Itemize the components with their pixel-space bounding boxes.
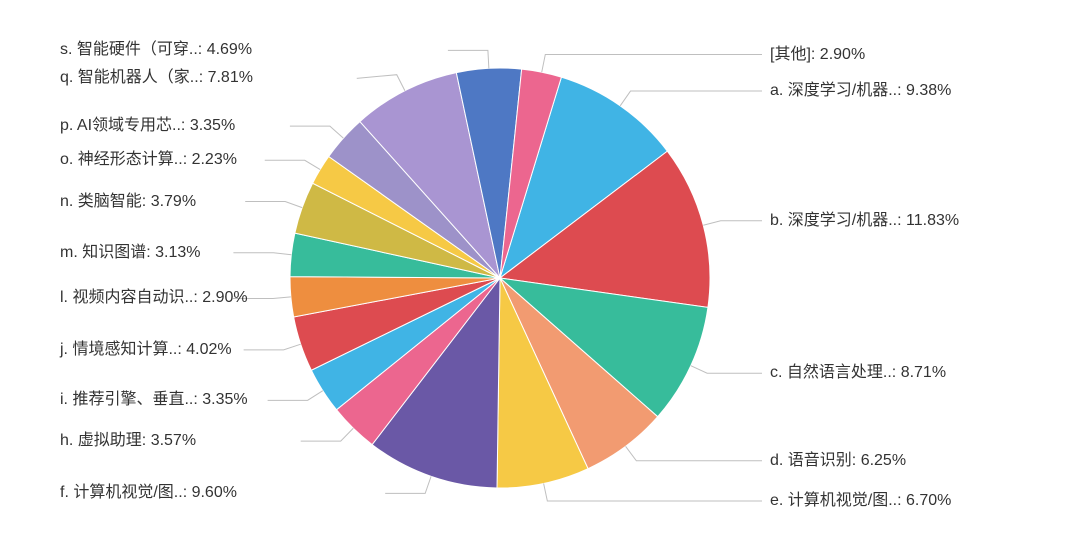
leader-line: [301, 428, 354, 441]
slice-label-f: f. 计算机视觉/图..: 9.60%: [60, 483, 385, 502]
leader-line: [542, 55, 762, 73]
leader-line: [268, 391, 323, 401]
slice-label-l: l. 视频内容自动识..: 2.90%: [60, 288, 233, 307]
slice-label-s: s. 智能硬件（可穿..: 4.69%: [60, 40, 448, 59]
slice-label-b: b. 深度学习/机器..: 11.83%: [770, 211, 959, 230]
leader-line: [265, 160, 320, 169]
slice-label-value: : 3.57%: [142, 432, 196, 449]
slice-label-q: q. 智能机器人（家..: 7.81%: [60, 68, 357, 87]
leader-line: [691, 366, 762, 374]
slice-label-value: : 3.35%: [181, 117, 235, 134]
leader-line: [245, 202, 302, 208]
slice-label-text: a. 深度学习/机器..: [770, 82, 897, 99]
slice-label-n: n. 类脑智能: 3.79%: [60, 192, 245, 211]
slice-label-c: c. 自然语言处理..: 8.71%: [770, 363, 946, 382]
leader-line: [290, 126, 343, 138]
slice-label-value: : 3.35%: [193, 391, 247, 408]
slice-label-text: j. 情境感知计算..: [60, 341, 177, 358]
slice-label-value: : 2.23%: [183, 151, 237, 168]
leader-line: [703, 221, 762, 226]
slice-label-text: q. 智能机器人（家..: [60, 69, 199, 86]
slice-label-m: m. 知识图谱: 3.13%: [60, 243, 233, 262]
slice-label-text: [其他]: [770, 46, 811, 63]
slice-label-text: e. 计算机视觉/图..: [770, 492, 897, 509]
leader-line: [233, 253, 291, 255]
slice-label-value: : 4.02%: [177, 341, 231, 358]
slice-label-text: b. 深度学习/机器..: [770, 212, 897, 229]
slice-label-value: : 2.90%: [811, 46, 865, 63]
slice-label-value: : 4.69%: [198, 41, 252, 58]
slice-label-a: a. 深度学习/机器..: 9.38%: [770, 81, 951, 100]
slice-label-text: s. 智能硬件（可穿..: [60, 41, 198, 58]
pie-chart-container: s. 智能硬件（可穿..: 4.69% q. 智能机器人（家..: 7.81% p.…: [0, 0, 1080, 540]
slice-label-other: [其他]: 2.90%: [770, 45, 865, 64]
slice-label-text: c. 自然语言处理..: [770, 364, 892, 381]
slice-label-h: h. 虚拟助理: 3.57%: [60, 431, 301, 450]
leader-line: [448, 50, 489, 68]
slice-label-value: : 6.70%: [897, 492, 951, 509]
slice-label-text: o. 神经形态计算..: [60, 151, 183, 168]
slice-label-o: o. 神经形态计算..: 2.23%: [60, 150, 265, 169]
slice-label-value: : 3.79%: [142, 193, 196, 210]
slice-label-j: j. 情境感知计算..: 4.02%: [60, 340, 244, 359]
slice-label-i: i. 推荐引擎、垂直..: 3.35%: [60, 390, 268, 409]
slice-label-d: d. 语音识别: 6.25%: [770, 451, 906, 470]
leader-line: [244, 344, 301, 350]
slice-label-text: m. 知识图谱: [60, 244, 146, 261]
slice-label-text: l. 视频内容自动识..: [60, 289, 193, 306]
slice-label-text: d. 语音识别: [770, 452, 852, 469]
slice-label-value: : 9.38%: [897, 82, 951, 99]
slice-label-value: : 8.71%: [892, 364, 946, 381]
slice-label-text: h. 虚拟助理: [60, 432, 142, 449]
slice-label-value: : 3.13%: [146, 244, 200, 261]
leader-line: [357, 75, 405, 91]
slice-label-text: f. 计算机视觉/图..: [60, 484, 183, 501]
slice-label-text: i. 推荐引擎、垂直..: [60, 391, 193, 408]
leader-line: [544, 483, 762, 501]
leader-line: [626, 446, 762, 460]
slice-label-value: : 2.90%: [193, 289, 247, 306]
slice-label-value: : 9.60%: [183, 484, 237, 501]
slice-label-value: : 6.25%: [852, 452, 906, 469]
leader-line: [620, 91, 762, 106]
slice-label-value: : 11.83%: [897, 212, 959, 229]
slice-label-text: p. AI领域专用芯..: [60, 117, 181, 134]
slice-label-p: p. AI领域专用芯..: 3.35%: [60, 116, 290, 135]
leader-line: [385, 476, 431, 493]
slice-label-value: : 7.81%: [199, 69, 253, 86]
slice-label-e: e. 计算机视觉/图..: 6.70%: [770, 491, 951, 510]
slice-label-text: n. 类脑智能: [60, 193, 142, 210]
